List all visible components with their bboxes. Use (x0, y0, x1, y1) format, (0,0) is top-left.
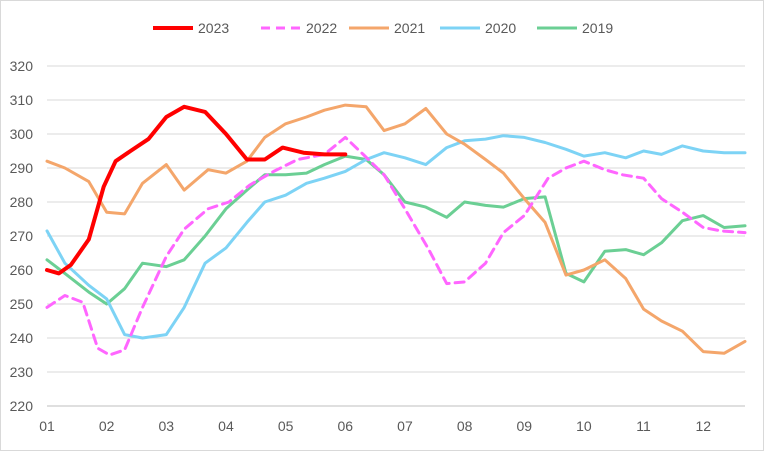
x-tick-label: 01 (39, 418, 55, 434)
y-tick-label: 290 (10, 160, 34, 176)
gridlines (47, 65, 745, 373)
x-tick-label: 06 (338, 418, 354, 434)
y-tick-label: 260 (10, 262, 34, 278)
series-line-2020 (45, 134, 747, 340)
series-line-2023 (45, 104, 348, 276)
y-tick-label: 250 (10, 296, 34, 312)
legend-label-2023: 2023 (198, 20, 229, 36)
x-axis-ticks: 01 02 03 04 05 06 07 08 09 10 11 12 (39, 418, 711, 434)
y-tick-label: 220 (10, 398, 34, 414)
series-line-2021 (45, 103, 747, 355)
y-tick-label: 320 (10, 58, 34, 74)
x-tick-label: 09 (516, 418, 532, 434)
y-tick-label: 310 (10, 92, 34, 108)
x-tick-label: 11 (636, 418, 651, 434)
legend: 2023 2022 2021 2020 2019 (153, 20, 613, 36)
y-tick-label: 230 (10, 364, 34, 380)
legend-label-2020: 2020 (485, 20, 516, 36)
y-axis-ticks: 220 230 240 250 260 270 280 290 300 310 320 (10, 58, 34, 414)
x-tick-label: 03 (159, 418, 175, 434)
y-tick-label: 280 (10, 194, 34, 210)
legend-label-2022: 2022 (306, 20, 337, 36)
x-tick-label: 08 (457, 418, 473, 434)
x-tick-label: 10 (576, 418, 592, 434)
legend-label-2021: 2021 (394, 20, 425, 36)
y-tick-label: 240 (10, 330, 34, 346)
x-tick-label: 02 (99, 418, 115, 434)
x-tick-label: 12 (695, 418, 711, 434)
y-tick-label: 270 (10, 228, 34, 244)
series-line-2022 (45, 135, 747, 357)
x-tick-label: 04 (218, 418, 234, 434)
y-tick-label: 300 (10, 126, 34, 142)
series-layer (45, 103, 747, 357)
x-tick-label: 07 (397, 418, 413, 434)
x-tick-label: 05 (278, 418, 294, 434)
legend-label-2019: 2019 (582, 20, 613, 36)
